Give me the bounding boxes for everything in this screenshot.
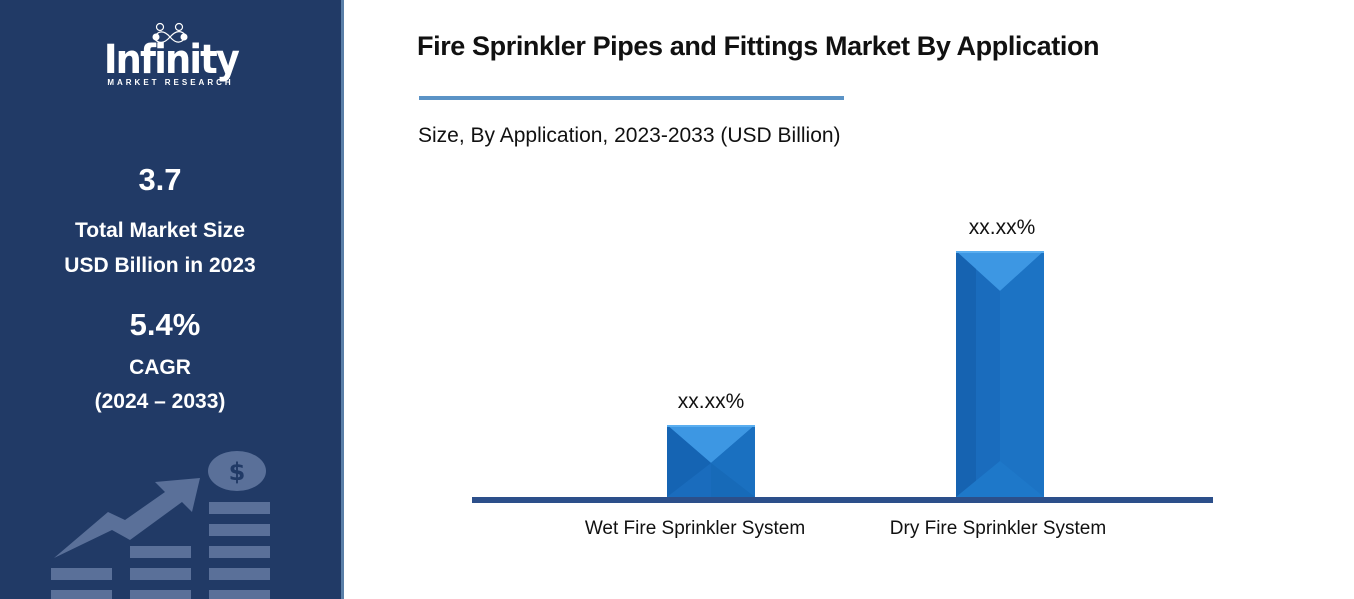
svg-text:$: $ bbox=[229, 458, 246, 486]
market-size-unit: USD Billion in 2023 bbox=[64, 254, 256, 277]
logo-wordmark: Infinity bbox=[103, 37, 239, 83]
x-axis-category-label: Wet Fire Sprinkler System bbox=[584, 518, 806, 539]
bar-data-label: xx.xx% bbox=[968, 216, 1036, 239]
growth-chart-dollar-icon: $ bbox=[51, 451, 270, 599]
market-size-label: Total Market Size bbox=[75, 219, 245, 242]
bar-dry-fire-sprinkler bbox=[956, 251, 1044, 497]
chart-subtitle: Size, By Application, 2023-2033 (USD Bil… bbox=[418, 124, 841, 147]
title-underline bbox=[419, 96, 844, 100]
logo: Infinity MARKET RESEARCH bbox=[0, 22, 341, 87]
sidebar: Infinity MARKET RESEARCH 3.7 Total Marke… bbox=[0, 0, 341, 599]
x-axis-category-label: Dry Fire Sprinkler System bbox=[889, 518, 1107, 539]
sidebar-divider bbox=[341, 0, 344, 599]
market-size-value: 3.7 bbox=[138, 162, 182, 197]
infinity-people-icon bbox=[152, 22, 188, 43]
cagr-label: CAGR bbox=[129, 356, 191, 379]
bar-data-label: xx.xx% bbox=[677, 390, 745, 413]
bar-wet-fire-sprinkler bbox=[667, 425, 755, 497]
chart-title: Fire Sprinkler Pipes and Fittings Market… bbox=[417, 31, 1100, 61]
x-axis-line bbox=[472, 497, 1213, 503]
logo-tagline: MARKET RESEARCH bbox=[107, 78, 234, 87]
cagr-period: (2024 – 2033) bbox=[94, 390, 226, 413]
cagr-value: 5.4% bbox=[129, 307, 201, 342]
